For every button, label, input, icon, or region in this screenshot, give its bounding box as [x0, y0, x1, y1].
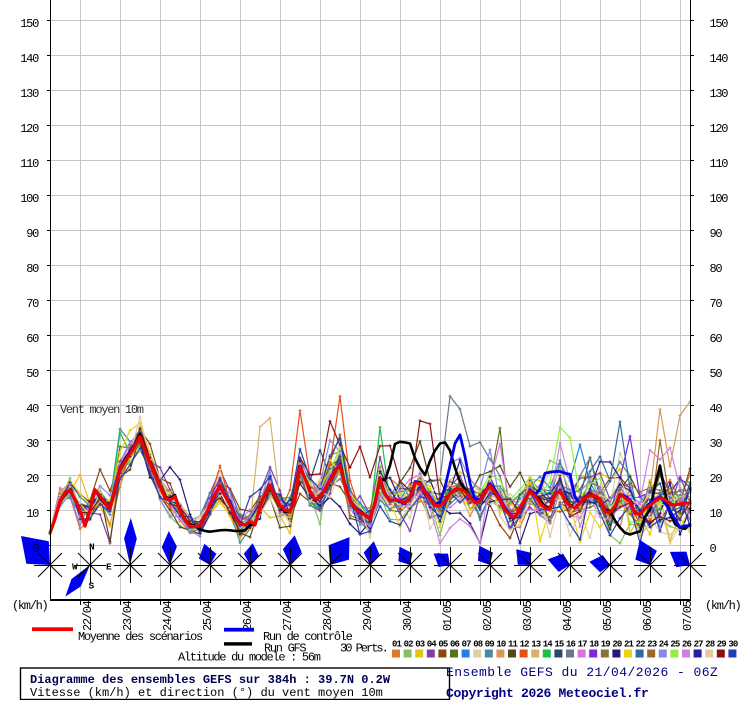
svg-text:03: 03: [415, 640, 425, 650]
svg-text:S: S: [89, 581, 95, 592]
svg-text:24/04: 24/04: [161, 600, 175, 631]
svg-text:80: 80: [26, 262, 39, 276]
svg-text:23: 23: [647, 640, 657, 650]
svg-text:14: 14: [543, 640, 554, 650]
svg-text:27: 27: [694, 640, 704, 650]
svg-text:90: 90: [26, 227, 39, 241]
svg-text:30/04: 30/04: [401, 600, 415, 631]
svg-text:02: 02: [404, 640, 414, 650]
svg-text:Vitesse (km/h) et direction (°: Vitesse (km/h) et direction (°) du vent …: [30, 686, 383, 700]
svg-text:50: 50: [710, 367, 723, 381]
svg-text:40: 40: [710, 402, 723, 416]
svg-text:120: 120: [710, 122, 729, 136]
svg-text:27/04: 27/04: [281, 600, 295, 631]
svg-text:28/04: 28/04: [321, 600, 335, 631]
svg-text:26/04: 26/04: [241, 600, 255, 631]
svg-text:90: 90: [710, 227, 723, 241]
svg-text:30: 30: [26, 437, 39, 451]
svg-text:20: 20: [710, 472, 723, 486]
svg-text:26: 26: [682, 640, 692, 650]
svg-text:21: 21: [624, 640, 635, 650]
svg-text:29/04: 29/04: [361, 600, 375, 631]
svg-text:140: 140: [20, 52, 39, 66]
svg-text:150: 150: [20, 17, 39, 31]
svg-text:11: 11: [508, 640, 519, 650]
svg-text:10: 10: [26, 507, 39, 521]
svg-text:(km/h): (km/h): [12, 599, 48, 613]
svg-text:02/05: 02/05: [481, 600, 495, 631]
svg-text:130: 130: [710, 87, 729, 101]
svg-text:05: 05: [438, 640, 448, 650]
svg-text:07: 07: [462, 640, 472, 650]
svg-text:20: 20: [612, 640, 622, 650]
svg-text:04: 04: [427, 640, 438, 650]
svg-text:60: 60: [710, 332, 723, 346]
svg-text:12: 12: [520, 640, 530, 650]
svg-text:Diagramme des ensembles GEFS s: Diagramme des ensembles GEFS sur 384h : …: [30, 673, 391, 687]
svg-text:Altitude du modele : 56m: Altitude du modele : 56m: [178, 651, 321, 665]
svg-text:10: 10: [496, 640, 506, 650]
svg-text:25: 25: [670, 640, 680, 650]
svg-text:110: 110: [710, 157, 729, 171]
svg-text:19: 19: [601, 640, 611, 650]
svg-text:04/05: 04/05: [561, 600, 575, 631]
svg-text:24: 24: [659, 640, 670, 650]
svg-text:01/05: 01/05: [441, 600, 455, 631]
svg-text:Ensemble GEFS du 21/04/2026 -: Ensemble GEFS du 21/04/2026 - 06Z: [446, 665, 718, 680]
svg-text:22/04: 22/04: [81, 600, 95, 631]
svg-text:0: 0: [710, 542, 717, 556]
svg-text:20: 20: [26, 472, 39, 486]
svg-text:60: 60: [26, 332, 39, 346]
svg-text:110: 110: [20, 157, 39, 171]
svg-text:01: 01: [392, 640, 403, 650]
svg-text:30: 30: [728, 640, 738, 650]
svg-text:17: 17: [578, 640, 588, 650]
svg-text:80: 80: [710, 262, 723, 276]
svg-text:70: 70: [26, 297, 39, 311]
svg-text:50: 50: [26, 367, 39, 381]
svg-text:40: 40: [26, 402, 39, 416]
svg-text:N: N: [89, 542, 95, 553]
svg-text:70: 70: [710, 297, 723, 311]
svg-text:Run de contrôle: Run de contrôle: [263, 630, 353, 644]
svg-text:06/05: 06/05: [641, 600, 655, 631]
svg-text:Moyenne des scénarios: Moyenne des scénarios: [78, 630, 203, 644]
svg-text:08: 08: [473, 640, 483, 650]
svg-text:120: 120: [20, 122, 39, 136]
svg-text:07/05: 07/05: [681, 600, 695, 631]
svg-text:15: 15: [554, 640, 564, 650]
svg-text:140: 140: [710, 52, 729, 66]
svg-text:29: 29: [717, 640, 727, 650]
svg-text:30 Perts.: 30 Perts.: [340, 642, 387, 656]
svg-text:16: 16: [566, 640, 576, 650]
svg-text:150: 150: [710, 17, 729, 31]
svg-text:130: 130: [20, 87, 39, 101]
svg-text:22: 22: [636, 640, 646, 650]
svg-text:28: 28: [705, 640, 715, 650]
svg-text:18: 18: [589, 640, 599, 650]
svg-text:Run GFS: Run GFS: [264, 642, 306, 656]
svg-text:100: 100: [20, 192, 39, 206]
svg-text:E: E: [106, 562, 112, 573]
svg-text:30: 30: [710, 437, 723, 451]
svg-text:25/04: 25/04: [201, 600, 215, 631]
svg-text:(km/h): (km/h): [705, 599, 740, 613]
svg-text:Copyright 2026 Meteociel.fr: Copyright 2026 Meteociel.fr: [446, 686, 649, 700]
svg-text:23/04: 23/04: [121, 600, 135, 631]
svg-text:06: 06: [450, 640, 460, 650]
svg-text:Vent moyen 10m: Vent moyen 10m: [60, 403, 144, 417]
svg-text:05/05: 05/05: [601, 600, 615, 631]
svg-text:13: 13: [531, 640, 541, 650]
svg-text:03/05: 03/05: [521, 600, 535, 631]
svg-text:10: 10: [710, 507, 723, 521]
svg-text:W: W: [72, 562, 78, 573]
svg-text:09: 09: [485, 640, 495, 650]
svg-text:100: 100: [710, 192, 729, 206]
svg-text:0: 0: [32, 542, 39, 556]
